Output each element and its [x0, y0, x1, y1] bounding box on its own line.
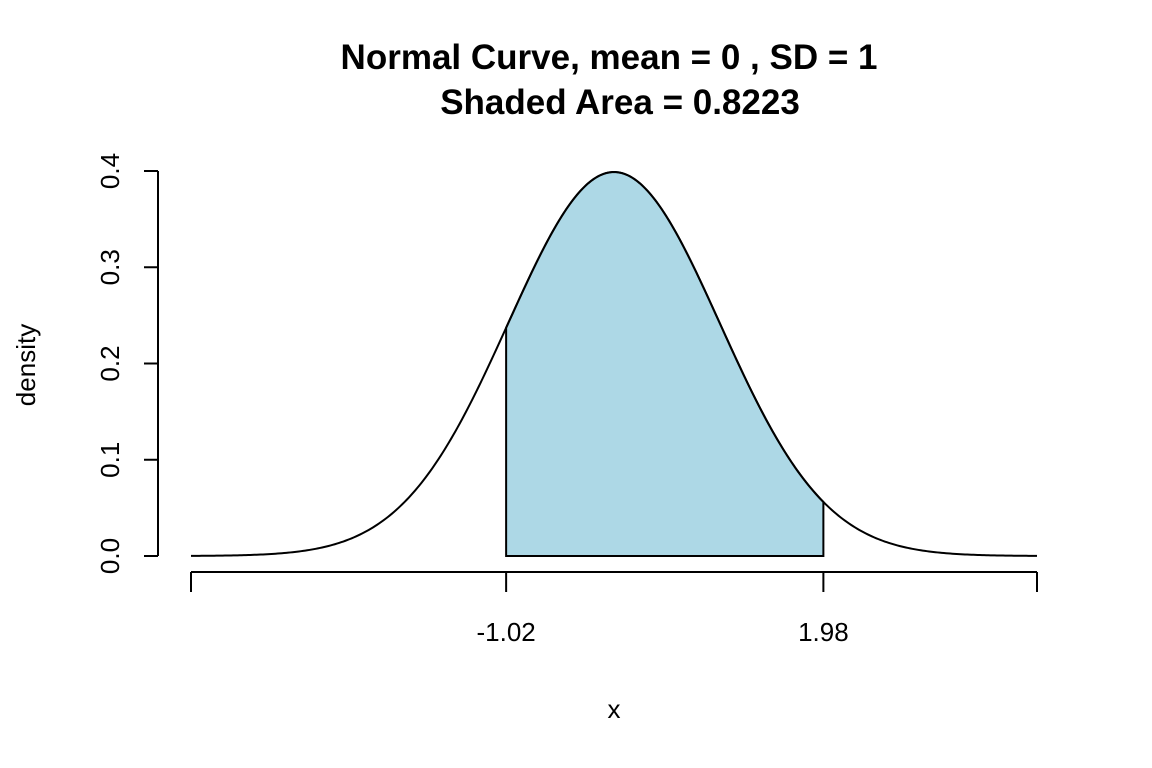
y-tick-label: 0.1	[95, 442, 125, 478]
y-tick-label: 0.3	[95, 249, 125, 285]
y-tick-label: 0.4	[95, 153, 125, 189]
density-curve	[190, 171, 1038, 557]
y-tick-label: 0.2	[95, 345, 125, 381]
x-axis: -1.02 1.98	[190, 571, 1038, 647]
plot-area	[190, 171, 1038, 557]
x-tick-label: -1.02	[477, 617, 536, 647]
x-axis-label: x	[608, 694, 621, 724]
x-tick-label: 1.98	[798, 617, 849, 647]
chart-title-line1: Normal Curve, mean = 0 , SD = 1	[341, 38, 878, 77]
y-axis: 0.0 0.1 0.2 0.3 0.4	[95, 153, 159, 574]
chart-title-line2: Shaded Area = 0.8223	[440, 83, 800, 122]
y-axis-label: density	[11, 324, 41, 406]
y-tick-label: 0.0	[95, 538, 125, 574]
